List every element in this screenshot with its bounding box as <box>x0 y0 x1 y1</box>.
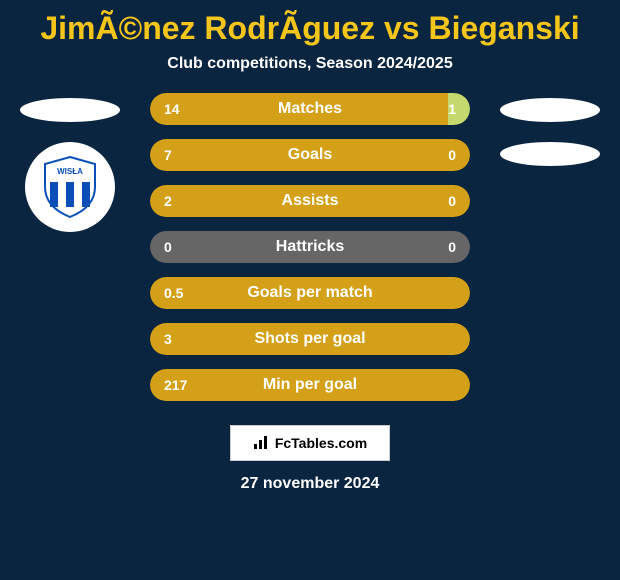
stat-value-right: 0 <box>448 239 456 255</box>
stat-value-left: 0.5 <box>164 285 183 301</box>
stat-label: Assists <box>282 192 339 210</box>
date-text: 27 november 2024 <box>0 475 620 493</box>
stat-value-left: 0 <box>164 239 172 255</box>
stat-label: Goals per match <box>247 284 372 302</box>
brand-badge: FcTables.com <box>230 425 390 461</box>
stat-value-left: 2 <box>164 193 172 209</box>
stat-bar: 2 Assists 0 <box>150 185 470 217</box>
stat-value-left: 14 <box>164 101 180 117</box>
page-title: JimÃ©nez RodrÃ­guez vs Bieganski <box>0 0 620 47</box>
player2-placeholder <box>500 98 600 122</box>
stat-label: Hattricks <box>276 238 344 256</box>
right-column <box>490 93 610 415</box>
stat-bar: 7 Goals 0 <box>150 139 470 171</box>
club-logo-wisla: WISŁA <box>25 142 115 232</box>
stat-value-left: 3 <box>164 331 172 347</box>
stat-value-right: 0 <box>448 193 456 209</box>
stat-label: Min per goal <box>263 376 357 394</box>
stat-label: Shots per goal <box>254 330 365 348</box>
stat-label: Matches <box>278 100 342 118</box>
club2-placeholder <box>500 142 600 166</box>
stat-value-left: 217 <box>164 377 187 393</box>
stat-value-left: 7 <box>164 147 172 163</box>
stats-column: 14 Matches 1 7 Goals 0 2 Assists 0 0 Hattricks 0 0.5… <box>130 93 490 415</box>
stat-bar: 14 Matches 1 <box>150 93 470 125</box>
brand-text: FcTables.com <box>275 435 367 451</box>
subtitle: Club competitions, Season 2024/2025 <box>0 55 620 73</box>
stat-value-right: 0 <box>448 147 456 163</box>
stat-label: Goals <box>288 146 332 164</box>
stat-value-right: 1 <box>448 101 456 117</box>
stat-bar: 3 Shots per goal <box>150 323 470 355</box>
left-column: WISŁA <box>10 93 130 415</box>
chart-icon <box>253 434 269 453</box>
stat-bar: 0 Hattricks 0 <box>150 231 470 263</box>
stat-bar: 0.5 Goals per match <box>150 277 470 309</box>
player1-placeholder <box>20 98 120 122</box>
content-wrapper: WISŁA 14 Matches 1 7 Goals 0 2 Assists 0 0 Hattric… <box>0 93 620 415</box>
stat-bar: 217 Min per goal <box>150 369 470 401</box>
svg-text:WISŁA: WISŁA <box>57 167 83 176</box>
